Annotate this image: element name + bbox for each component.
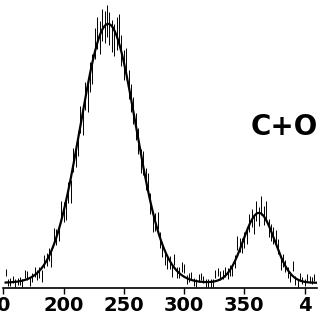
Text: C+O: C+O <box>251 114 318 141</box>
